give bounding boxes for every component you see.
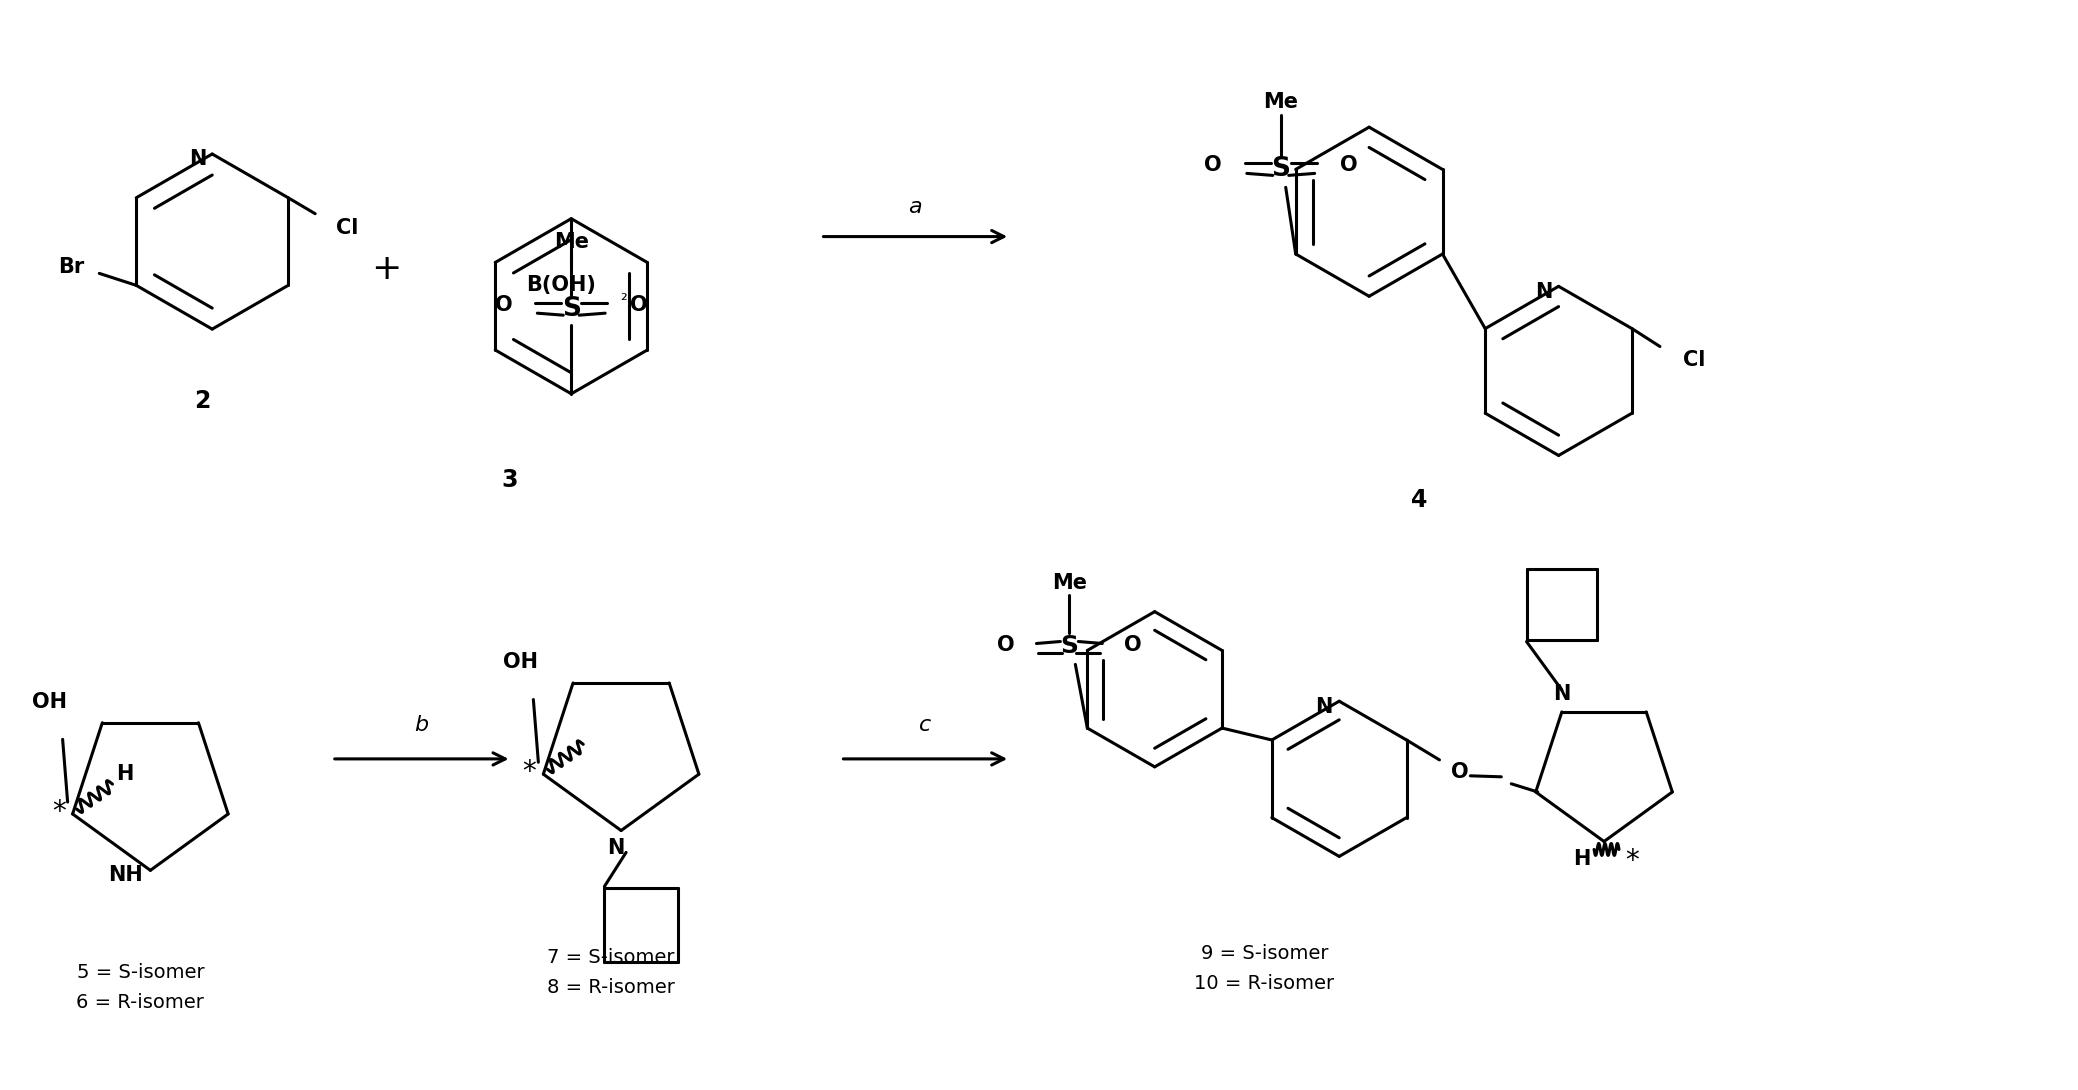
Text: 3: 3 [501,469,517,493]
Text: OH: OH [31,691,66,712]
Text: O: O [1340,156,1357,175]
Text: OH: OH [503,652,538,671]
Text: 4: 4 [1411,488,1428,512]
Text: N: N [1552,685,1571,704]
Text: Me: Me [1263,92,1299,112]
Text: 5 = S-isomer: 5 = S-isomer [77,964,204,982]
Text: 7 = S-isomer: 7 = S-isomer [547,948,675,968]
Text: O: O [1124,635,1143,655]
Text: Cl: Cl [337,218,357,238]
Text: S: S [1060,634,1078,658]
Text: 6 = R-isomer: 6 = R-isomer [77,993,204,1013]
Text: *: * [52,798,66,826]
Text: Me: Me [1051,573,1087,593]
Text: 10 = R-isomer: 10 = R-isomer [1195,974,1334,993]
Text: N: N [607,838,625,859]
Text: N: N [189,149,208,169]
Text: N: N [1315,698,1332,717]
Text: O: O [630,295,648,315]
Text: NH: NH [108,865,143,885]
Text: H: H [1573,849,1592,870]
Text: *: * [1625,847,1640,875]
Text: O: O [495,295,513,315]
Text: c: c [918,715,931,735]
Text: O: O [1450,762,1469,782]
Text: Cl: Cl [1683,351,1706,371]
Text: H: H [116,764,133,784]
Text: S: S [1272,157,1290,182]
Text: a: a [908,196,923,217]
Text: N: N [1536,282,1552,302]
Text: 2: 2 [193,389,210,413]
Text: 9 = S-isomer: 9 = S-isomer [1201,944,1328,964]
Text: O: O [997,635,1014,655]
Text: 8 = R-isomer: 8 = R-isomer [547,978,675,997]
Text: O: O [1203,156,1222,175]
Text: S: S [561,296,580,323]
Text: ₂: ₂ [619,287,625,304]
Text: *: * [522,759,536,786]
Text: Br: Br [58,257,85,278]
Text: Me: Me [553,231,588,252]
Text: b: b [416,715,428,735]
Text: +: + [372,253,401,287]
Text: B(OH): B(OH) [526,276,596,295]
